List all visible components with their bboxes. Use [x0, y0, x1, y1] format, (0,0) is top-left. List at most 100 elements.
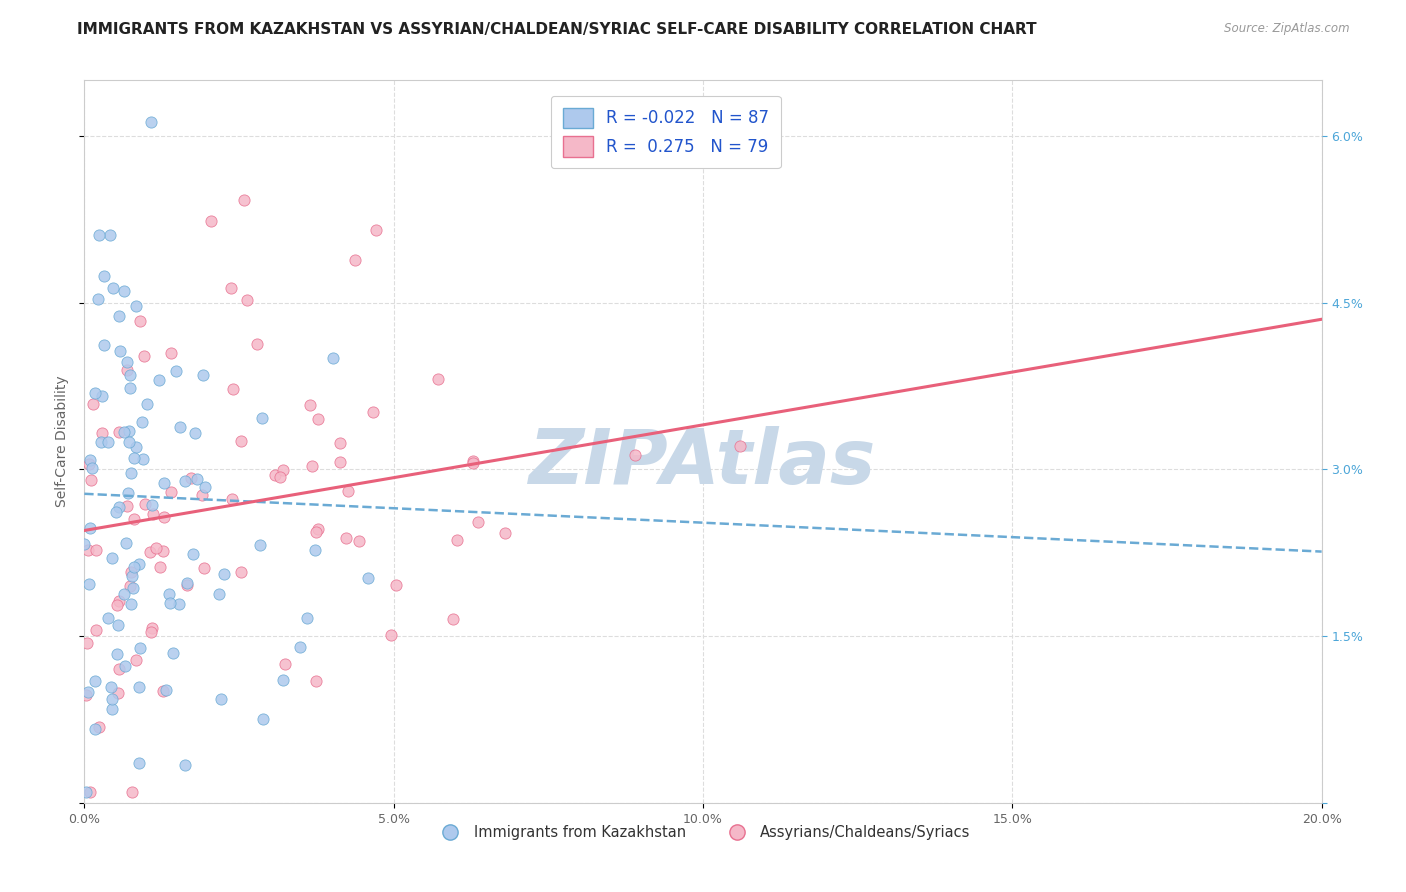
Point [139, 545, 162, 559]
Point [120, 466, 142, 480]
Point [191, 368, 214, 382]
Point [209, 692, 232, 706]
Point [90, 434, 112, 449]
Point [446, 533, 468, 548]
Point [134, 349, 156, 363]
Point [288, 640, 311, 654]
Point [145, 541, 167, 555]
Point [221, 491, 243, 506]
Point [304, 674, 326, 689]
Point [87, 292, 110, 306]
Point [200, 214, 222, 228]
Point [229, 565, 252, 579]
Point [134, 497, 156, 511]
Point [118, 579, 141, 593]
Point [159, 596, 181, 610]
Point [344, 253, 367, 268]
Point [112, 587, 135, 601]
Point [93, 268, 115, 283]
Point [307, 522, 329, 536]
Point [132, 451, 155, 466]
Point [139, 114, 162, 128]
Point [118, 424, 141, 438]
Point [176, 577, 198, 591]
Point [80, 473, 103, 487]
Point [364, 223, 387, 237]
Point [136, 397, 159, 411]
Point [152, 544, 174, 558]
Point [153, 509, 176, 524]
Point [467, 515, 489, 529]
Point [148, 373, 170, 387]
Point [108, 344, 131, 359]
Point [79, 452, 101, 467]
Point [441, 612, 464, 626]
Point [91, 389, 114, 403]
Point [125, 653, 148, 667]
Point [120, 565, 142, 579]
Point [249, 538, 271, 552]
Point [128, 756, 150, 770]
Text: Source: ZipAtlas.com: Source: ZipAtlas.com [1225, 22, 1350, 36]
Point [141, 621, 163, 635]
Point [461, 456, 484, 470]
Point [160, 345, 183, 359]
Point [184, 425, 207, 440]
Point [89, 228, 111, 243]
Point [233, 193, 256, 207]
Point [229, 434, 252, 448]
Point [125, 299, 148, 313]
Point [117, 499, 139, 513]
Point [121, 569, 143, 583]
Point [186, 472, 208, 486]
Point [107, 309, 129, 323]
Point [79, 521, 101, 535]
Point [194, 480, 217, 494]
Point [105, 647, 128, 661]
Point [361, 405, 384, 419]
Point [120, 597, 142, 611]
Point [122, 560, 145, 574]
Point [141, 498, 163, 512]
Point [79, 577, 101, 591]
Point [252, 713, 274, 727]
Point [128, 557, 150, 571]
Point [103, 281, 125, 295]
Point [107, 686, 129, 700]
Point [91, 426, 114, 441]
Point [271, 463, 294, 477]
Point [180, 471, 202, 485]
Point [271, 673, 294, 687]
Point [356, 571, 378, 585]
Point [108, 662, 131, 676]
Point [114, 536, 136, 550]
Point [125, 440, 148, 454]
Point [730, 440, 752, 454]
Point [76, 636, 98, 650]
Point [155, 683, 177, 698]
Point [77, 457, 100, 471]
Point [624, 448, 647, 462]
Point [101, 551, 124, 566]
Point [246, 336, 269, 351]
Point [98, 227, 121, 242]
Point [97, 611, 120, 625]
Point [274, 657, 297, 671]
Point [117, 486, 139, 500]
Point [269, 470, 291, 484]
Point [128, 641, 150, 656]
Point [160, 485, 183, 500]
Point [427, 372, 450, 386]
Point [167, 597, 190, 611]
Point [214, 567, 236, 582]
Point [100, 692, 122, 706]
Point [305, 524, 328, 539]
Point [80, 461, 103, 475]
Point [494, 525, 516, 540]
Point [141, 624, 163, 639]
Point [129, 314, 152, 328]
Point [107, 617, 129, 632]
Point [115, 363, 138, 377]
Point [112, 425, 135, 439]
Point [97, 435, 120, 450]
